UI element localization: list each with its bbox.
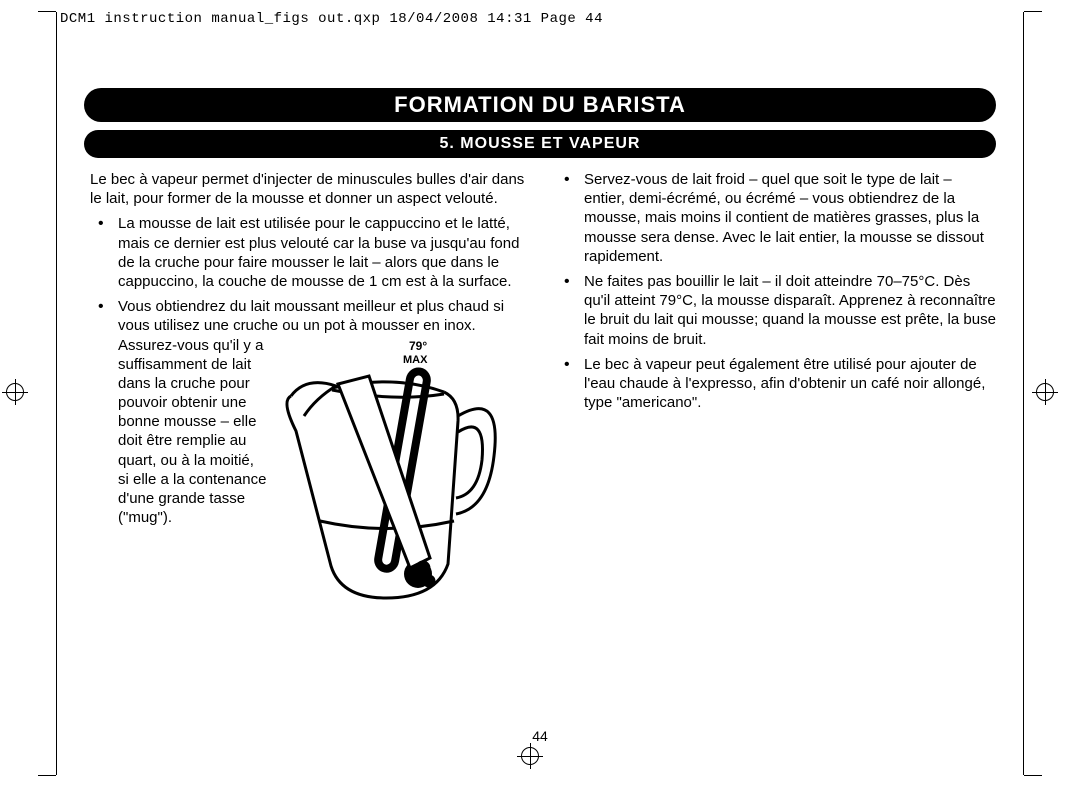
crop-tick	[38, 11, 56, 12]
left-bullet-1: La mousse de lait est utilisée pour le c…	[110, 214, 530, 291]
max-label: MAX	[403, 354, 428, 366]
right-bullet-2: Ne faites pas bouillir le lait – il doit…	[576, 272, 996, 349]
header-slug: DCM1 instruction manual_figs out.qxp 18/…	[60, 11, 603, 27]
left-column: Le bec à vapeur permet d'injecter de min…	[90, 170, 530, 627]
title-bar: FORMATION DU BARISTA	[84, 88, 996, 122]
crop-tick	[38, 775, 56, 776]
temp-label: 79°	[409, 339, 427, 353]
right-column: Servez-vous de lait froid – quel que soi…	[556, 170, 996, 627]
bullet-wrap-text: Assurez-vous qu'il y a suffisamment de l…	[118, 336, 268, 528]
intro-text: Le bec à vapeur permet d'injecter de min…	[90, 170, 530, 208]
content-columns: Le bec à vapeur permet d'injecter de min…	[90, 170, 996, 627]
jug-figure: 79° MAX	[276, 336, 530, 621]
subtitle-bar: 5. MOUSSE ET VAPEUR	[84, 130, 996, 158]
bullet-lead: Vous obtiendrez du lait moussant meilleu…	[118, 298, 504, 334]
left-bullet-2: Vous obtiendrez du lait moussant meilleu…	[110, 297, 530, 621]
page-number: 44	[0, 728, 1080, 744]
right-bullet-1: Servez-vous de lait froid – quel que soi…	[576, 170, 996, 266]
crop-tick	[1024, 775, 1042, 776]
right-bullet-3: Le bec à vapeur peut également être util…	[576, 355, 996, 413]
crop-tick	[1024, 11, 1042, 12]
